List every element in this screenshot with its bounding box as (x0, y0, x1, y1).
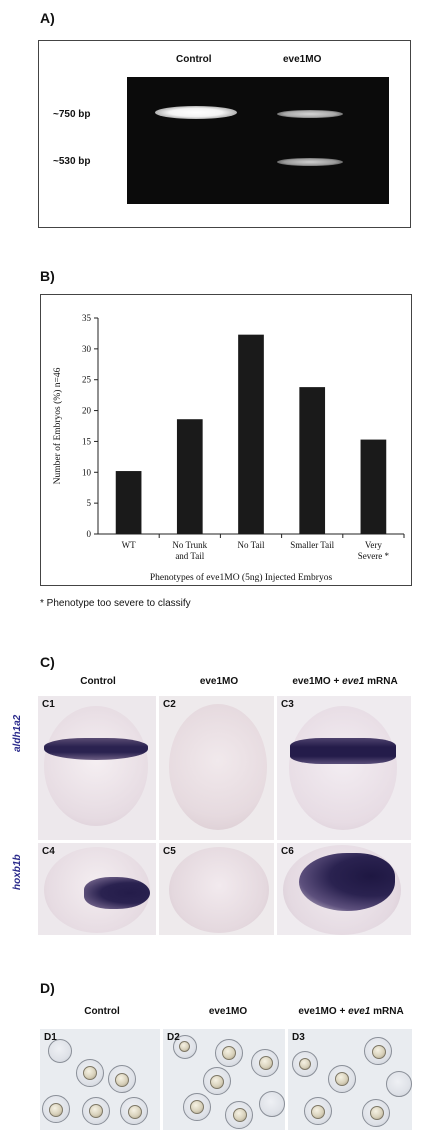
embryo-c1 (44, 706, 148, 826)
embryo-c3 (289, 706, 397, 830)
panel-d-col-rescue: eve1MO + eve1 mRNA (298, 1006, 404, 1017)
y-tick-label: 10 (82, 467, 92, 477)
egg-d1-d (42, 1095, 70, 1123)
bar-2 (238, 334, 264, 534)
band-label-750: ~750 bp (53, 109, 91, 120)
stain-c1 (44, 738, 148, 760)
tile-label-d2: D2 (167, 1032, 180, 1043)
tile-label-d1: D1 (44, 1032, 57, 1043)
egg-d3-f (362, 1099, 390, 1127)
tile-label-c4: C4 (42, 846, 55, 857)
panel-b-frame (40, 294, 412, 586)
tile-c2: C2 (159, 696, 274, 840)
band-control-750 (155, 106, 237, 119)
tile-label-c6: C6 (281, 846, 294, 857)
panel-c-col-control: Control (80, 676, 116, 687)
tile-c3: C3 (277, 696, 411, 840)
panel-d-col-eve1mo: eve1MO (208, 1006, 248, 1017)
y-tick-label: 25 (82, 375, 92, 385)
gel-image (127, 77, 389, 204)
panel-b-label: B) (40, 268, 55, 284)
egg-d2-d (203, 1067, 231, 1095)
panel-a-frame (38, 40, 411, 228)
egg-d2-b (215, 1039, 243, 1067)
y-tick-label: 5 (87, 498, 92, 508)
panel-c-label: C) (40, 654, 55, 670)
panel-c-col-rescue: eve1MO + eve1 mRNA (292, 676, 398, 687)
gene-label-hoxb1b: hoxb1b (12, 854, 23, 890)
egg-d1-c (108, 1065, 136, 1093)
panel-a-label: A) (40, 10, 55, 26)
x-tick-label: Smaller Tail (290, 540, 334, 550)
egg-d1-e (82, 1097, 110, 1125)
egg-d3-a (292, 1051, 318, 1077)
bar-3 (299, 387, 326, 534)
x-axis-title: Phenotypes of eve1MO (5ng) Injected Embr… (150, 572, 333, 583)
tile-d3: D3 (288, 1029, 412, 1130)
egg-d3-b (328, 1065, 356, 1093)
y-tick-label: 0 (87, 529, 92, 539)
y-tick-label: 35 (82, 313, 92, 323)
panel-c-col-eve1mo: eve1MO (199, 676, 239, 687)
tile-d2: D2 (163, 1029, 285, 1130)
y-tick-label: 30 (82, 344, 92, 354)
panel-d-label: D) (40, 980, 55, 996)
panel-d-col-control: Control (84, 1006, 120, 1017)
tile-c4: C4 (38, 843, 156, 935)
egg-d2-a (173, 1035, 197, 1059)
x-tick-label: No Trunk (172, 540, 207, 550)
tile-c5: C5 (159, 843, 274, 935)
bar-4 (360, 439, 387, 534)
embryo-c2 (169, 704, 267, 830)
bar-0 (115, 471, 142, 534)
band-label-530: ~530 bp (53, 156, 91, 167)
tile-c6: C6 (277, 843, 411, 935)
footnote: * Phenotype too severe to classify (40, 598, 191, 609)
bar-1 (176, 419, 203, 534)
tile-label-c3: C3 (281, 699, 294, 710)
stain-c4 (84, 877, 150, 909)
egg-d3-d (386, 1071, 412, 1097)
x-tick-label: WT (122, 540, 136, 550)
x-tick-label: Very (365, 540, 382, 550)
egg-d1-f (120, 1097, 148, 1125)
tile-label-c1: C1 (42, 699, 55, 710)
y-tick-label: 20 (82, 406, 92, 416)
band-eve1mo-750 (277, 110, 343, 118)
egg-d1-b (76, 1059, 104, 1087)
lane-label-control: Control (176, 54, 212, 65)
tile-label-c2: C2 (163, 699, 176, 710)
gene-label-aldh1a2: aldh1a2 (12, 714, 23, 752)
stain-c6 (299, 853, 395, 911)
embryo-c5 (169, 847, 269, 933)
lane-label-eve1mo: eve1MO (283, 54, 322, 65)
egg-d2-e (183, 1093, 211, 1121)
egg-d2-g (259, 1091, 285, 1117)
y-tick-label: 15 (82, 436, 92, 446)
egg-d3-c (364, 1037, 392, 1065)
stain-c3 (290, 738, 396, 764)
x-tick-label: and Tail (175, 551, 204, 561)
egg-d2-c (251, 1049, 279, 1077)
egg-d1-a (48, 1039, 72, 1063)
x-tick-label: Severe * (358, 551, 390, 561)
y-axis-title: Number of Embryos (%) n=46 (52, 367, 63, 484)
tile-label-d3: D3 (292, 1032, 305, 1043)
egg-d2-f (225, 1101, 253, 1129)
egg-d3-e (304, 1097, 332, 1125)
tile-d1: D1 (40, 1029, 160, 1130)
x-tick-label: No Tail (238, 540, 265, 550)
band-eve1mo-530 (277, 158, 343, 166)
tile-label-c5: C5 (163, 846, 176, 857)
tile-c1: C1 (38, 696, 156, 840)
